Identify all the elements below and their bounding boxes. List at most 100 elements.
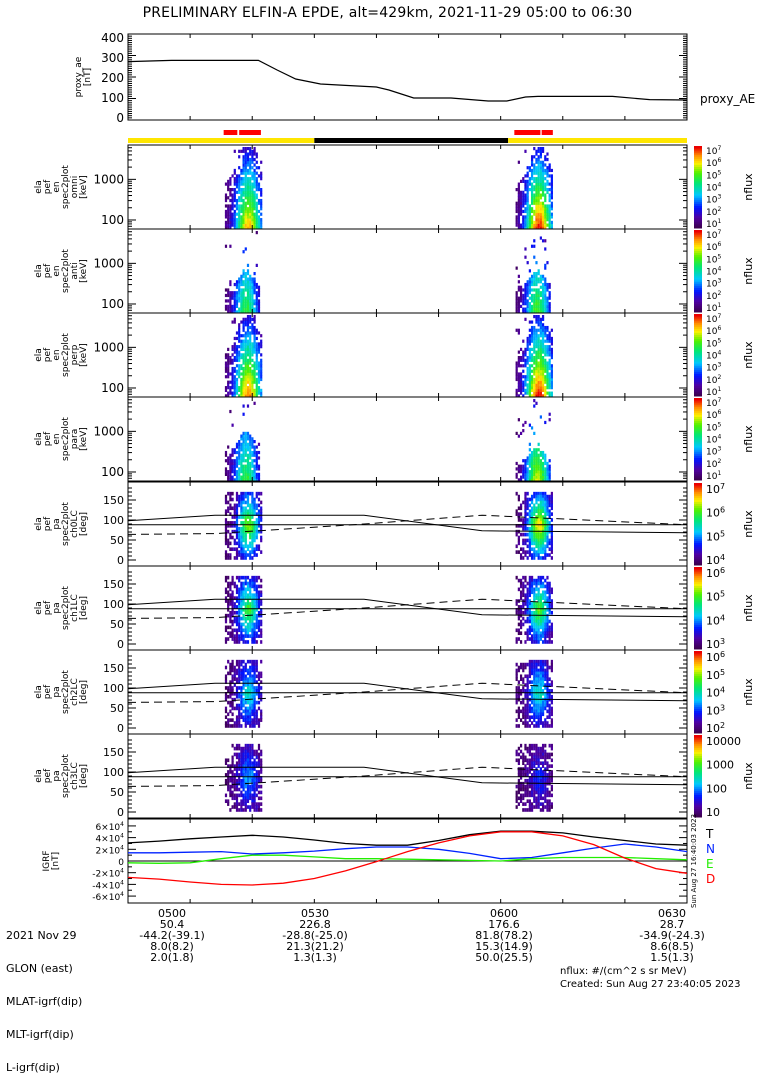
spectrogram-2-pixel [522,386,524,389]
spectrogram-0-pixel [234,183,236,186]
spectrogram-0-pixel [546,152,548,155]
spectrogram-2-pixel [542,345,544,348]
spectrogram-2-pixel [247,348,249,351]
spectrogram-2-pixel [225,356,227,359]
spectrogram-0-pixel [249,191,251,194]
colorbar-3-cell [694,398,702,401]
spectrogram-2-pixel [535,353,537,356]
spectrogram-1-pixel [247,305,249,308]
spectrogram-2-pixel [236,337,238,340]
spectrogram-1-pixel [529,305,531,308]
spectrogram-1-pixel [247,277,249,280]
spectrogram-0-pixel [253,177,255,180]
spectrogram-2-pixel [516,392,518,395]
spectrogram-2-pixel [249,331,251,334]
spectrogram-1-pixel [533,308,535,311]
pa-spectrogram-5-pixel [531,590,533,594]
spectrogram-2-pixel [524,348,526,351]
spectrogram-0-pixel [242,169,244,172]
spectrogram-1-pixel [549,291,551,294]
spectrogram-2-pixel [529,320,531,323]
spectrogram-2-pixel [542,329,544,332]
spectrogram-0-pixel [546,210,548,213]
spectrogram-1-pixel [516,291,518,294]
colorbar-6-tick-label: 102 [706,721,725,735]
spectrogram-0-pixel [245,224,247,227]
spectrogram-2-pixel [238,364,240,367]
spectrogram-2-pixel [256,386,258,389]
spectrogram-3-pixel [236,445,238,448]
spectrogram-3-pixel [535,454,537,457]
spectrogram-1-pixel [540,291,542,294]
spectrogram-0-pixel [520,180,522,183]
pa-spectrogram-6-pixel [236,695,238,699]
spectrogram-0-pixel [535,213,537,216]
spectrogram-0-pixel [260,172,262,175]
spectrogram-0-pixel [518,215,520,218]
spectrogram-3-pixel [245,459,247,462]
spectrogram-2-pixel [251,370,253,373]
spectrogram-3-pixel [249,440,251,443]
spectrogram-0-pixel [242,202,244,205]
spectrogram-2-pixel [238,323,240,326]
spectrogram-1-pixel [527,299,529,302]
spectrogram-2-pixel [227,370,229,373]
spectrogram-3-pixel [242,443,244,446]
spectrogram-2-pixel [236,351,238,354]
pa-spectrogram-6-pixel [256,674,258,678]
spectrogram-2-pixel [242,359,244,362]
spectrogram-0-pixel [522,193,524,196]
spectrogram-1-pixel [256,308,258,311]
spectrogram-2-pixel [260,378,262,381]
spectrogram-0-pixel [527,213,529,216]
spectrogram-2-pixel [256,359,258,362]
spectrogram-1-pixel [533,280,535,283]
spectrogram-1-pixel [236,302,238,305]
pa-spectrogram-6-pixel [522,715,524,719]
colorbar-4-label: nflux [742,510,755,538]
spectrogram-2-pixel [240,383,242,386]
spectrogram-2-pixel [253,320,255,323]
spectrogram-3-pixel [542,465,544,468]
spectrogram-0-pixel [247,185,249,188]
pa-spectrogram-7-pixel [516,758,518,762]
spectrogram-2-pixel [260,370,262,373]
spectrogram-1-pixel [245,297,247,300]
spectrogram-3-pixel [231,451,233,454]
spectrogram-0-pixel [538,207,540,210]
spectrogram-3-pixel [546,467,548,470]
spectrogram-3-pixel [549,418,551,421]
spectrogram-2-pixel [520,348,522,351]
spectrogram-3-pixel [234,459,236,462]
pa-spectrogram-4-pixel [229,506,231,510]
spectrogram-1-pixel [527,280,529,283]
pa-spectrogram-4-pixel [518,506,520,510]
spectrogram-0-pixel [234,210,236,213]
spectrogram-2-pixel [535,386,537,389]
pa-spectrogram-7-pixel [260,753,262,757]
pa-spectrogram-7-pixel [524,808,526,812]
pa-spectrogram-7-pixel [238,767,240,771]
pa-spectrogram-4-pixel [522,550,524,554]
spectrogram-1-pixel [542,239,544,242]
spectrogram-0-pixel [247,183,249,186]
spectrogram-0-pixel [242,150,244,153]
spectrogram-0-pixel [236,221,238,224]
pa-spectrogram-5-pixel [540,637,542,641]
spectrogram-1-pixel [533,283,535,286]
spectrogram-0-pixel [251,161,253,164]
spectrogram-1-pixel [247,283,249,286]
spectrogram-2-pixel [242,378,244,381]
colorbar-3-tick-label: 106 [706,409,721,421]
spectrogram-3-pixel [524,459,526,462]
spectrogram-3-pixel [231,424,233,427]
pa-spectrogram-7-pixel [518,791,520,795]
spectrogram-1-pixel [245,280,247,283]
spectrogram-1-pixel [529,297,531,300]
spectrogram-3-pixel [522,459,524,462]
spectrogram-1-pixel [516,297,518,300]
spectrogram-0-pixel [533,155,535,158]
spectrogram-0-pixel [229,204,231,207]
pa-spectrogram-4-pixel [551,550,553,554]
pa-spectrogram-4-pixel [516,544,518,548]
